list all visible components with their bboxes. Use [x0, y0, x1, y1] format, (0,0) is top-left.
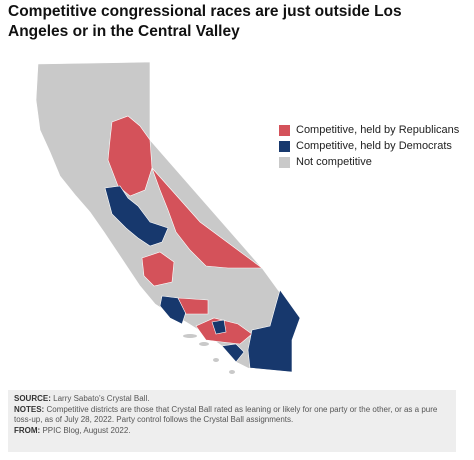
source: Larry Sabato’s Crystal Ball. — [53, 394, 150, 403]
island — [199, 342, 209, 346]
island — [229, 370, 235, 374]
legend-item: Competitive, held by Republicans — [279, 122, 459, 138]
legend-swatch — [279, 140, 290, 152]
legend-label: Competitive, held by Democrats — [296, 140, 452, 152]
title: Competitive congressional races are just… — [8, 3, 402, 40]
notes: Competitive districts are those that Cry… — [14, 404, 438, 425]
from-label: FROM: — [14, 425, 41, 435]
region-mid — [177, 297, 209, 315]
state — [35, 61, 301, 373]
notes-label: NOTES: — [14, 404, 45, 414]
legend-item: Competitive, held by Democrats — [279, 138, 459, 154]
region-central — [151, 167, 263, 269]
legend-swatch — [279, 156, 290, 168]
legend-item: Not competitive — [279, 154, 459, 170]
region-bay — [104, 185, 169, 247]
region-southeast — [247, 289, 301, 373]
island — [213, 358, 219, 362]
legend: Competitive, held by Republicans Competit… — [279, 122, 459, 170]
region-south-coast — [221, 343, 245, 363]
map — [35, 61, 301, 374]
legend-label: Not competitive — [296, 156, 372, 168]
legend-swatch — [279, 124, 290, 136]
from: PPIC Blog, August 2022. — [42, 425, 131, 435]
source-label: SOURCE: — [14, 394, 51, 403]
island — [183, 334, 197, 338]
region-valley — [141, 251, 175, 287]
legend-label: Competitive, held by Republicans — [296, 124, 460, 136]
region-la-dem — [211, 319, 227, 335]
footer: SOURCE: Larry Sabato’s Crystal Ball. NOT… — [8, 390, 456, 452]
region-north — [107, 115, 153, 197]
